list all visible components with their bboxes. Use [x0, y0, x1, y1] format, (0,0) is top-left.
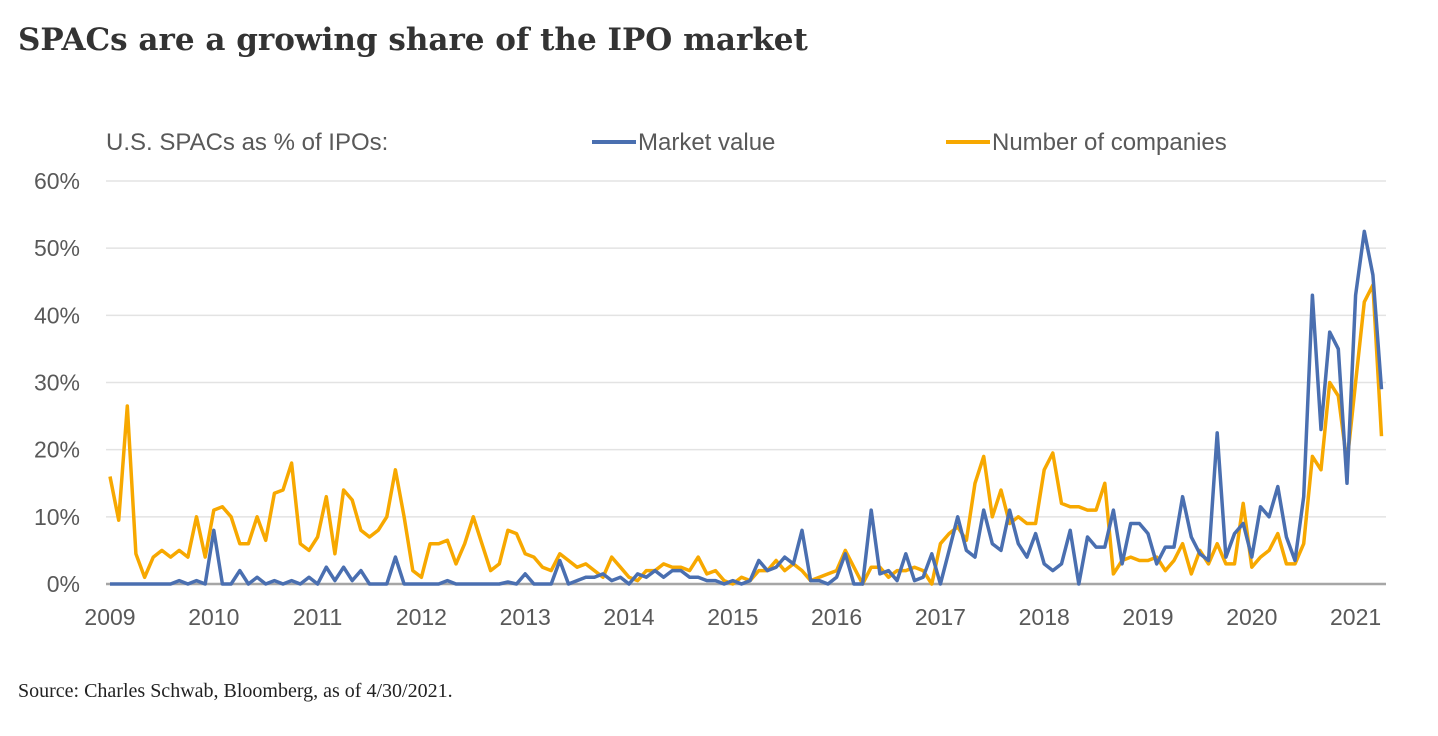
chart-title: SPACs are a growing share of the IPO mar…	[18, 22, 808, 58]
series-line-number-of-companies	[108, 283, 1384, 586]
x-tick-label: 2010	[188, 604, 239, 630]
y-tick-label: 60%	[34, 168, 80, 194]
x-tick-label: 2009	[84, 604, 135, 630]
y-tick-label: 40%	[34, 302, 80, 328]
x-tick-label: 2019	[1122, 604, 1173, 630]
x-tick-label: 2013	[500, 604, 551, 630]
y-tick-label: 10%	[34, 504, 80, 530]
x-tick-label: 2021	[1330, 604, 1381, 630]
y-tick-label: 20%	[34, 437, 80, 463]
legend-prefix: U.S. SPACs as % of IPOs:	[106, 129, 388, 156]
y-tick-label: 30%	[34, 370, 80, 396]
x-tick-label: 2017	[915, 604, 966, 630]
series-lines	[108, 229, 1384, 586]
x-tick-label: 2016	[811, 604, 862, 630]
x-tick-label: 2020	[1226, 604, 1277, 630]
x-tick-label: 2014	[603, 604, 654, 630]
legend: U.S. SPACs as % of IPOs: Market value Nu…	[106, 129, 1227, 156]
legend-label-market-value: Market value	[638, 129, 775, 156]
series-line-market-value	[110, 229, 1384, 586]
x-tick-label: 2015	[707, 604, 758, 630]
x-tick-label: 2011	[293, 604, 342, 630]
source-note: Source: Charles Schwab, Bloomberg, as of…	[18, 680, 453, 702]
y-axis-ticks: 0% 10% 20% 30% 40% 50% 60%	[34, 168, 80, 597]
y-tick-label: 50%	[34, 235, 80, 261]
y-tick-label: 0%	[47, 571, 80, 597]
x-tick-label: 2012	[396, 604, 447, 630]
x-axis-ticks: 2009 2010 2011 2012 2013 2014 2015 2016 2017 2018…	[84, 604, 1381, 630]
x-tick-label: 2018	[1019, 604, 1070, 630]
legend-label-number-of-companies: Number of companies	[992, 129, 1227, 156]
